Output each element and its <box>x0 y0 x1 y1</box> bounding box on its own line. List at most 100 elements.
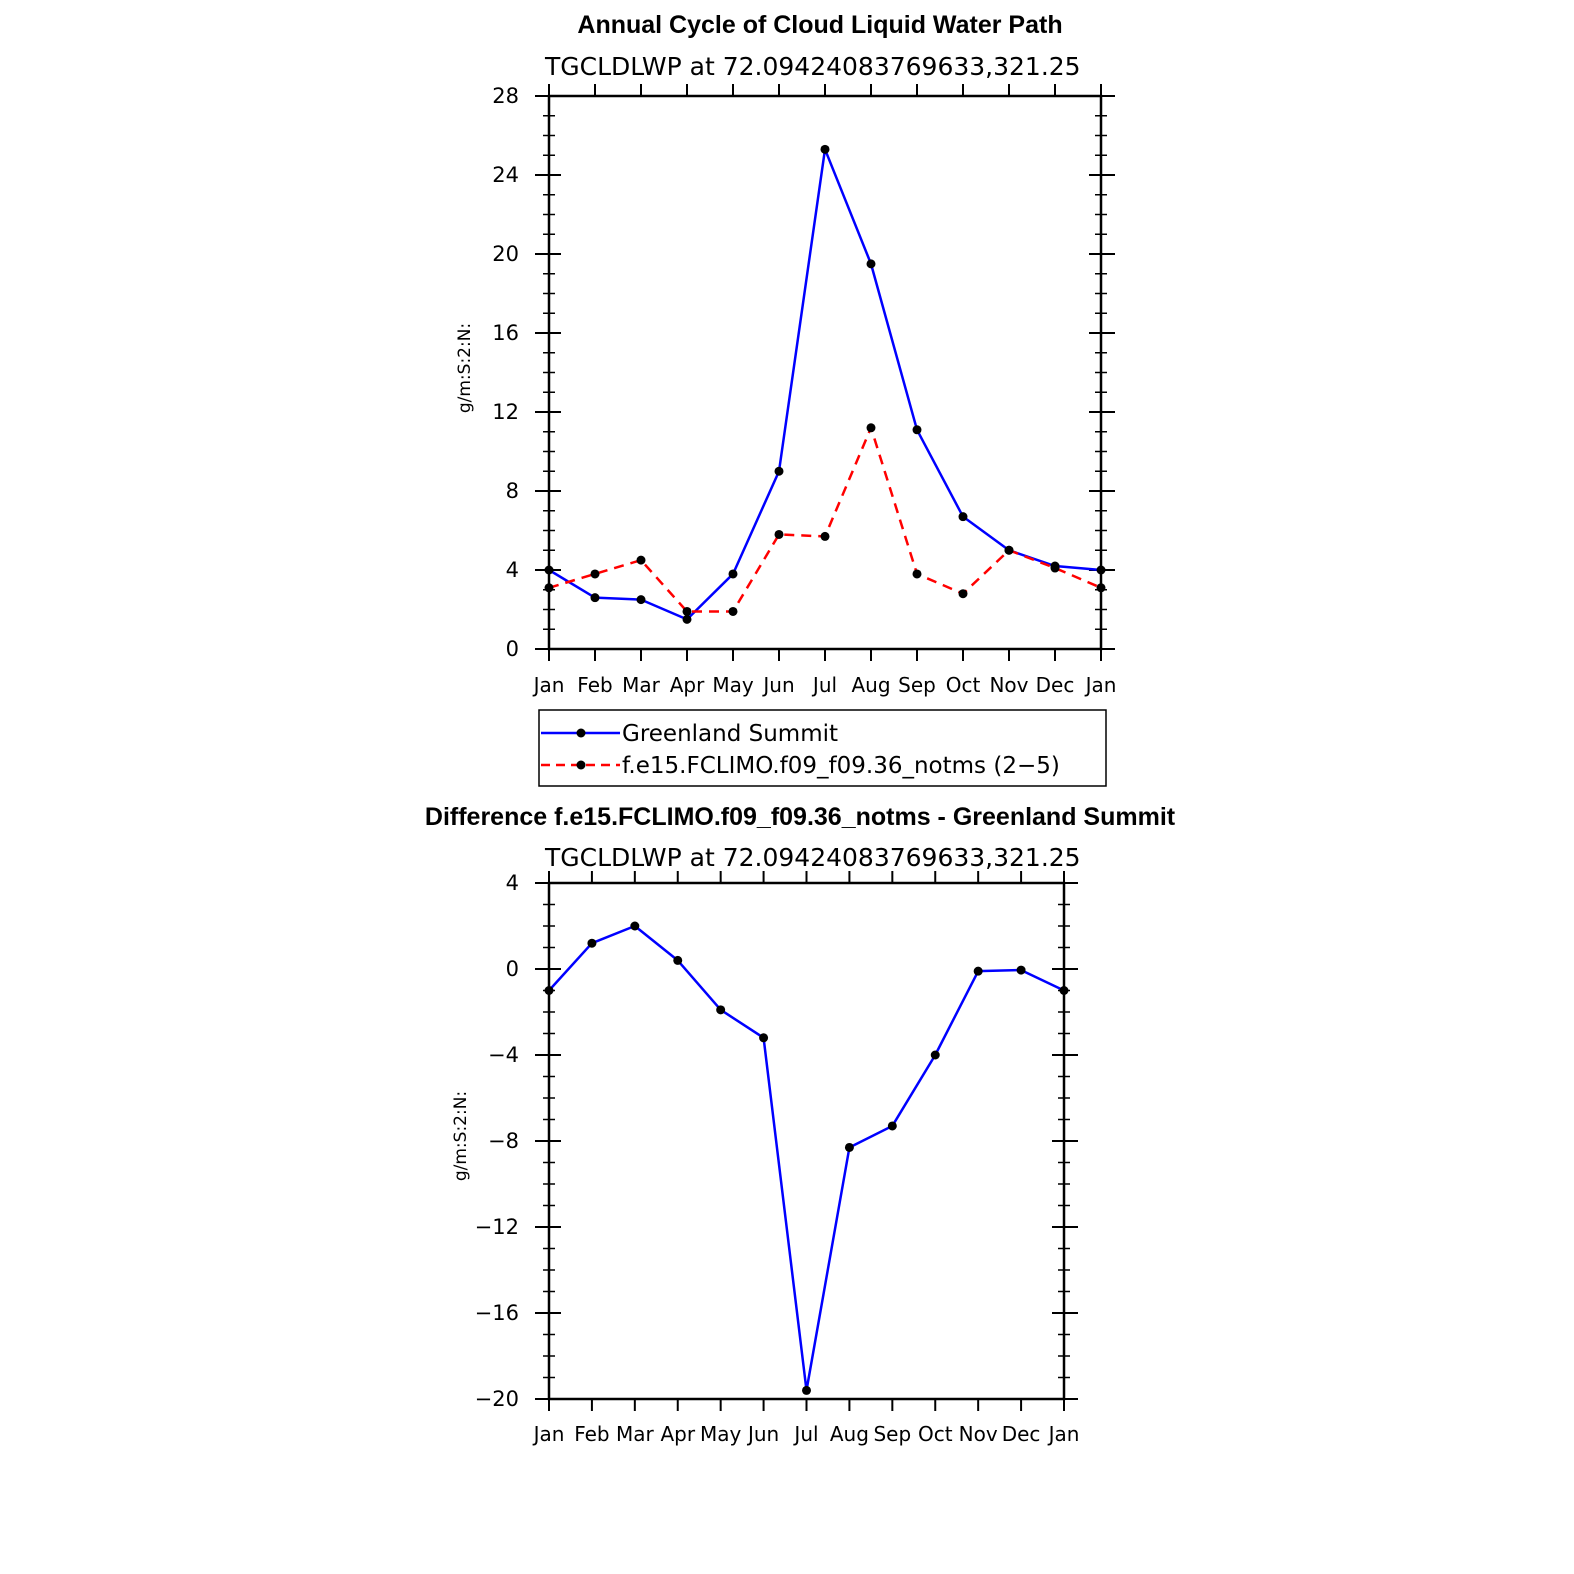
y-tick-label: −4 <box>488 1043 519 1067</box>
x-tick-label: May <box>712 673 754 697</box>
plot-frame <box>547 881 1066 1401</box>
x-tick-label: Jan <box>532 673 565 697</box>
data-point <box>682 606 692 616</box>
series-line <box>548 148 1102 621</box>
y-tick-label: −8 <box>488 1129 519 1153</box>
data-point <box>866 423 876 433</box>
data-point <box>887 1121 897 1131</box>
data-point <box>774 529 784 539</box>
data-point <box>728 606 738 616</box>
data-point <box>844 1142 854 1152</box>
legend-label-greenland: Greenland Summit <box>622 721 838 747</box>
data-point <box>673 955 683 965</box>
x-tick-label: Jan <box>1047 1422 1080 1446</box>
x-tick-label: Dec <box>1002 1422 1041 1446</box>
data-point <box>820 531 830 541</box>
data-point <box>1016 965 1026 975</box>
x-tick-label: Sep <box>898 673 936 697</box>
x-tick-label: May <box>700 1422 742 1446</box>
x-tick-label: Jan <box>1084 673 1117 697</box>
data-point <box>636 595 646 605</box>
x-tick-label: Mar <box>616 1422 655 1446</box>
legend-marker-model <box>576 760 586 770</box>
y-tick-label: −16 <box>475 1301 519 1325</box>
chart-title: Difference f.e15.FCLIMO.f09_f09.36_notms… <box>425 803 1176 831</box>
series-line <box>548 924 1065 1392</box>
plot-series <box>544 921 1069 1395</box>
x-tick-label: Jul <box>792 1422 818 1446</box>
data-point <box>973 966 983 976</box>
data-point <box>682 614 692 624</box>
x-tick-label: Feb <box>577 673 612 697</box>
data-point <box>866 259 876 269</box>
data-point <box>728 569 738 579</box>
x-tick-label: Sep <box>873 1422 911 1446</box>
x-tick-label: Nov <box>959 1422 998 1446</box>
legend-box <box>538 709 1107 787</box>
data-point <box>636 555 646 565</box>
y-tick-label: −12 <box>475 1215 519 1239</box>
y-axis-label: g/m:S:2:N: <box>455 323 475 413</box>
x-tick-label: Feb <box>574 1422 609 1446</box>
legend-label-model: f.e15.FCLIMO.f09_f09.36_notms (2−5) <box>622 753 1060 779</box>
x-tick-label: Nov <box>989 673 1028 697</box>
data-point <box>1050 563 1060 573</box>
data-point <box>590 593 600 603</box>
data-point <box>774 466 784 476</box>
plot-series <box>544 144 1106 624</box>
x-tick-label: Apr <box>670 673 705 697</box>
data-point <box>1004 545 1014 555</box>
y-tick-label: 16 <box>492 321 519 345</box>
x-tick-label: Jul <box>811 673 837 697</box>
y-tick-label: 4 <box>506 871 519 895</box>
y-tick-labels: 0 4 8 12 16 20 24 28 <box>492 84 519 661</box>
chart-subtitle: TGCLDLWP at 72.09424083769633,321.25 <box>544 843 1081 872</box>
axis-ticks <box>535 84 1115 661</box>
plot-frame <box>547 94 1103 651</box>
data-point <box>930 1050 940 1060</box>
data-point <box>590 569 600 579</box>
y-tick-label: 12 <box>492 400 519 424</box>
chart-subtitle: TGCLDLWP at 72.09424083769633,321.25 <box>544 52 1081 81</box>
axis-ticks <box>535 871 1078 1411</box>
data-point <box>630 921 640 931</box>
y-tick-label: 8 <box>506 479 519 503</box>
chart-difference: Difference f.e15.FCLIMO.f09_f09.36_notms… <box>425 803 1176 1446</box>
y-tick-label: 24 <box>492 163 519 187</box>
data-point <box>912 569 922 579</box>
x-tick-label: Oct <box>946 673 981 697</box>
data-point <box>587 938 597 948</box>
x-tick-label: Jun <box>761 673 794 697</box>
x-tick-label: Mar <box>622 673 661 697</box>
x-tick-label: Jan <box>532 1422 565 1446</box>
x-tick-labels: Jan Feb Mar Apr May Jun Jul Aug Sep Oct Nov Dec Jan <box>532 1422 1080 1446</box>
y-tick-label: 28 <box>492 84 519 108</box>
x-tick-labels: Jan Feb Mar Apr May Jun Jul Aug Sep Oct Nov Dec Jan <box>532 673 1117 697</box>
data-point <box>802 1385 811 1395</box>
x-tick-label: Aug <box>851 673 890 697</box>
y-tick-label: 4 <box>506 558 519 582</box>
x-tick-label: Apr <box>660 1422 695 1446</box>
x-tick-label: Oct <box>918 1422 953 1446</box>
chart-annual-cycle: Annual Cycle of Cloud Liquid Water Path … <box>455 11 1117 787</box>
x-tick-label: Dec <box>1036 673 1075 697</box>
x-tick-label: Aug <box>830 1422 869 1446</box>
legend: Greenland Summit f.e15.FCLIMO.f09_f09.36… <box>538 709 1107 787</box>
y-tick-label: 0 <box>506 957 519 981</box>
data-point <box>716 1005 726 1015</box>
x-tick-label: Jun <box>746 1422 779 1446</box>
data-point <box>912 425 922 435</box>
data-point <box>820 144 830 154</box>
legend-marker-greenland <box>576 728 586 738</box>
data-point <box>958 512 968 522</box>
series-line <box>548 426 1102 613</box>
y-tick-label: 20 <box>492 242 519 266</box>
data-point <box>958 589 968 599</box>
data-point <box>759 1033 769 1043</box>
y-tick-label: 0 <box>506 637 519 661</box>
y-tick-labels: −20 −16 −12 −8 −4 0 4 <box>475 871 519 1411</box>
y-axis-label: g/m:S:2:N: <box>451 1091 471 1181</box>
chart-title: Annual Cycle of Cloud Liquid Water Path <box>577 11 1062 39</box>
y-tick-label: −20 <box>475 1387 519 1411</box>
